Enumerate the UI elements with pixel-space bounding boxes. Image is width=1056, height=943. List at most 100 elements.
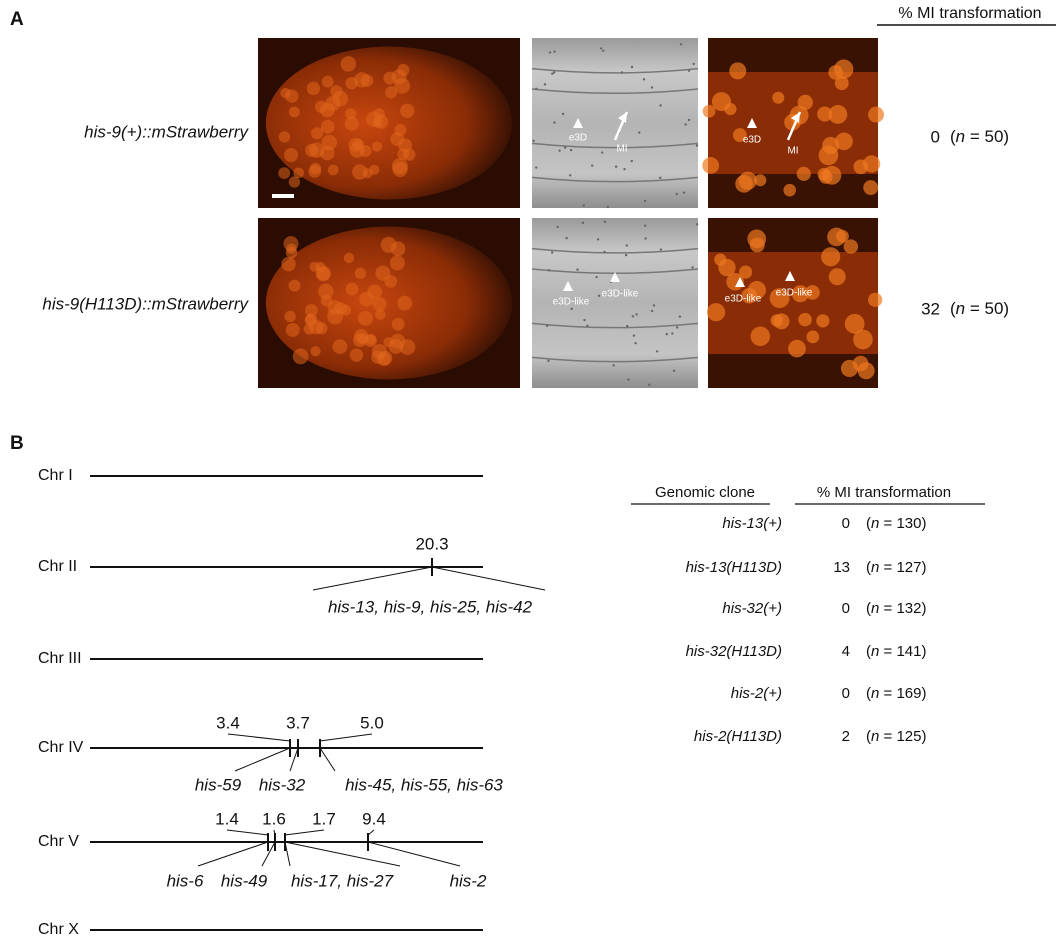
clone-name: his-2(+) xyxy=(731,685,782,702)
nucleus xyxy=(373,118,383,128)
nucleus xyxy=(305,304,318,317)
leader xyxy=(368,830,374,835)
nucleus xyxy=(403,148,416,161)
nucleus xyxy=(318,284,333,299)
dic-speck xyxy=(696,144,698,146)
fluor-nucleus xyxy=(858,362,875,379)
dic-speck xyxy=(631,66,633,68)
gene-label: his-32 xyxy=(259,775,306,794)
nucleus xyxy=(354,72,370,88)
clone-name: his-32(+) xyxy=(722,600,782,617)
mi-value: 13 xyxy=(833,559,850,576)
n-note-part: n xyxy=(871,685,879,702)
dic-speck xyxy=(623,168,625,170)
dic-speck xyxy=(607,206,609,208)
leader xyxy=(432,567,545,590)
dic-speck xyxy=(633,334,635,336)
leader xyxy=(228,734,290,741)
nucleus xyxy=(359,292,374,307)
nucleus xyxy=(330,85,342,97)
dic-speck xyxy=(557,226,559,228)
dic-speck xyxy=(569,174,571,176)
fluor-nucleus xyxy=(868,293,882,307)
dic-speck xyxy=(532,140,534,142)
map-position: 20.3 xyxy=(415,534,448,553)
fluor-nucleus xyxy=(702,157,719,174)
dic-speck xyxy=(535,166,537,168)
image-annotation: e3D-like xyxy=(725,294,762,305)
dic-speck xyxy=(676,193,678,195)
nucleus xyxy=(280,88,290,98)
mi-value: 0 xyxy=(931,127,940,146)
dic-speck xyxy=(688,69,690,71)
table-header: Genomic clone xyxy=(655,484,755,501)
dic-speck xyxy=(627,378,629,380)
leader xyxy=(290,748,298,771)
clone-name: his-2(H113D) xyxy=(694,728,782,745)
gene-label: his-59 xyxy=(195,775,242,794)
nucleus xyxy=(384,275,397,288)
map-position: 3.4 xyxy=(216,713,240,732)
image-annotation: e3D-like xyxy=(776,288,813,299)
dic-speck xyxy=(535,88,537,90)
n-note-part: n xyxy=(871,600,879,617)
dic-speck xyxy=(684,123,686,125)
nucleus xyxy=(328,165,339,176)
map-position: 1.6 xyxy=(262,809,286,828)
fluor-nucleus xyxy=(783,184,796,197)
chromosome-name: Chr V xyxy=(38,833,79,850)
fluor-nucleus xyxy=(806,331,819,344)
scale-bar xyxy=(272,194,294,198)
n-note-part: = 50) xyxy=(965,299,1009,318)
chromosome-name: Chr I xyxy=(38,467,73,484)
nucleus xyxy=(355,268,366,279)
dic-speck xyxy=(591,164,593,166)
dic-speck xyxy=(615,166,617,168)
dic-speck xyxy=(571,308,573,310)
n-note-part: = 125) xyxy=(879,728,926,745)
leader xyxy=(320,748,335,771)
image-annotation: e3D xyxy=(743,135,761,146)
mi-value: 2 xyxy=(842,728,850,745)
dic-speck xyxy=(602,50,604,52)
nucleus xyxy=(332,339,347,354)
chromosome-name: Chr X xyxy=(38,921,79,938)
dic-speck xyxy=(660,248,662,250)
dic-speck xyxy=(666,333,668,335)
dic-speck xyxy=(653,304,655,306)
n-note-part: n xyxy=(956,299,965,318)
chromosome-name: Chr III xyxy=(38,650,82,667)
n-note: (n = 132) xyxy=(866,600,926,617)
n-note: (n = 127) xyxy=(866,559,926,576)
chromosome-name: Chr IV xyxy=(38,739,84,756)
fluor-nucleus xyxy=(772,92,784,104)
dic-speck xyxy=(625,254,627,256)
nucleus xyxy=(309,142,324,157)
dic-speck xyxy=(659,177,661,179)
n-note: (n = 50) xyxy=(950,299,1009,318)
nucleus xyxy=(320,103,335,118)
nucleus xyxy=(322,76,334,88)
n-note-part: = 169) xyxy=(879,685,926,702)
nucleus xyxy=(377,352,391,366)
n-note-part: n xyxy=(871,728,879,745)
dic-speck xyxy=(549,51,551,53)
n-note: (n = 50) xyxy=(950,127,1009,146)
dic-speck xyxy=(600,47,602,49)
nucleus xyxy=(392,158,408,174)
n-note-part: = 130) xyxy=(879,515,926,532)
nucleus xyxy=(346,283,359,296)
dic-speck xyxy=(651,86,653,88)
dic-image xyxy=(532,38,698,208)
gene-label: his-49 xyxy=(221,871,268,890)
dic-speck xyxy=(648,384,650,386)
gene-label: his-13, his-9, his-25, his-42 xyxy=(328,597,533,616)
n-note-part: n xyxy=(871,559,879,576)
nucleus xyxy=(279,131,290,142)
fluor-nucleus xyxy=(829,268,846,285)
dic-speck xyxy=(570,149,572,151)
fluor-nucleus xyxy=(714,253,726,265)
mi-value: 0 xyxy=(842,685,850,702)
nucleus xyxy=(394,124,406,136)
map-position: 1.4 xyxy=(215,809,239,828)
